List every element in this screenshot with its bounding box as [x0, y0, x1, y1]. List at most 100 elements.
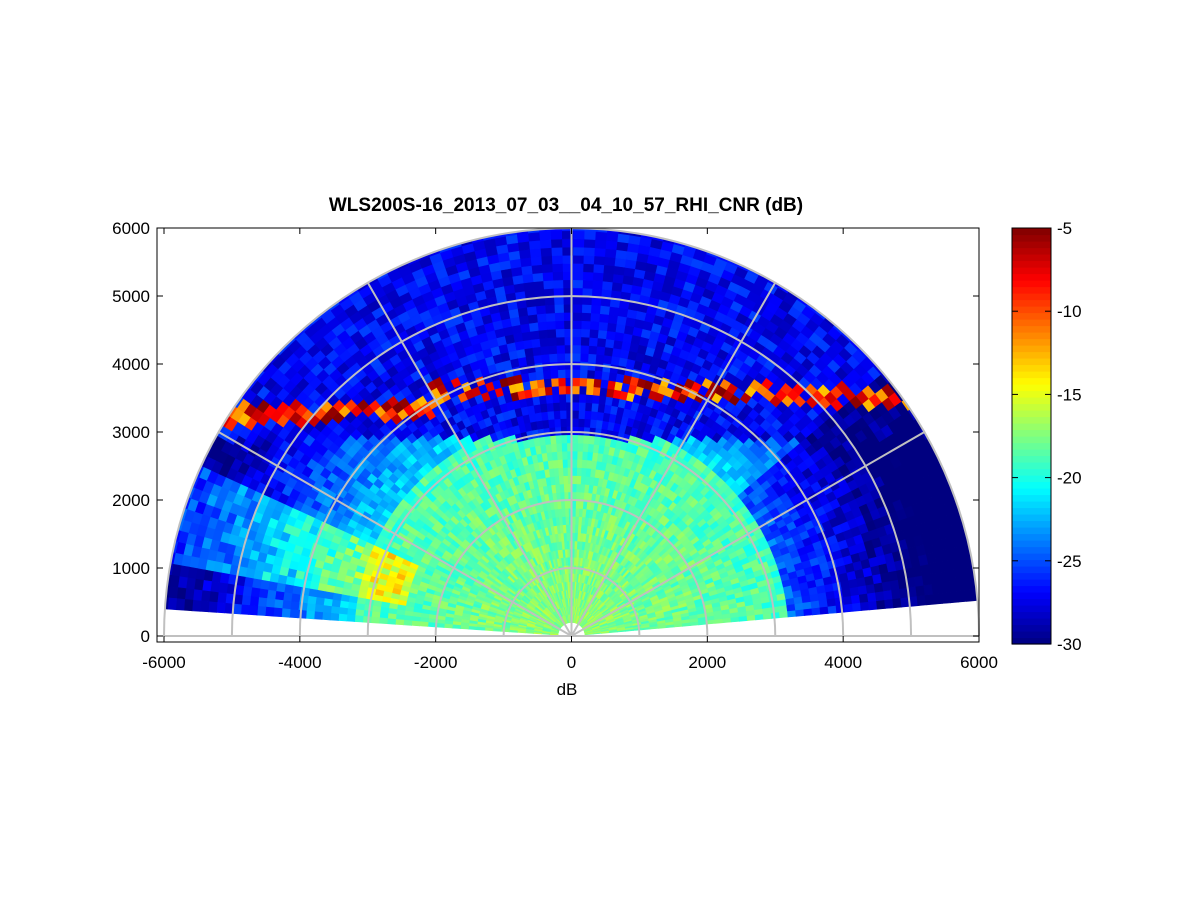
heatmap-cell — [580, 320, 591, 330]
heatmap-cell — [549, 369, 559, 379]
heatmap-cell — [529, 247, 542, 258]
heatmap-cell — [553, 410, 561, 420]
heatmap-cell — [803, 607, 813, 616]
heatmap-cell — [571, 483, 577, 493]
heatmap-cell — [595, 345, 606, 356]
heatmap-cell — [545, 402, 554, 412]
heatmap-cell — [600, 370, 610, 381]
heatmap-cell — [590, 402, 599, 413]
heatmap-cell — [572, 303, 583, 313]
heatmap-cell — [582, 434, 590, 444]
heatmap-cell — [544, 304, 555, 314]
heatmap-cell — [611, 347, 622, 358]
heatmap-cell — [948, 590, 959, 604]
heatmap-cell — [592, 271, 604, 282]
heatmap-cell — [583, 246, 595, 257]
heatmap-cell — [547, 345, 558, 355]
heatmap-cell — [571, 401, 580, 411]
heatmap-cell — [583, 230, 596, 240]
heatmap-cell — [577, 418, 585, 428]
heatmap-cell — [599, 378, 609, 389]
heatmap-cell — [957, 590, 967, 603]
heatmap-cell — [560, 434, 568, 444]
heatmap-cell — [591, 279, 603, 290]
heatmap-cell — [551, 254, 563, 265]
heatmap-cell — [552, 287, 564, 297]
heatmap-cell — [611, 281, 623, 292]
heatmap-cell — [542, 369, 552, 380]
heatmap-cell — [583, 418, 591, 428]
heatmap-cell — [537, 329, 548, 339]
heatmap-cell — [535, 304, 546, 315]
heatmap-cell — [518, 248, 531, 260]
heatmap-cell — [581, 451, 588, 461]
heatmap-cell — [537, 321, 548, 331]
heatmap-cell — [577, 410, 586, 420]
heatmap-cell — [540, 255, 553, 265]
heatmap-cell — [531, 346, 542, 357]
heatmap-cell — [519, 257, 532, 268]
heatmap-cell — [562, 475, 569, 485]
heatmap-cell — [549, 361, 558, 371]
heatmap-cell — [571, 409, 579, 419]
heatmap-cell — [578, 401, 586, 411]
heatmap-cell — [589, 312, 601, 323]
heatmap-cell — [582, 442, 589, 453]
heatmap-cell — [531, 272, 544, 283]
heatmap-cell — [587, 443, 595, 453]
heatmap-cell — [604, 338, 615, 349]
heatmap-cell — [607, 314, 618, 325]
heatmap-cell — [586, 361, 596, 371]
heatmap-cell — [530, 338, 541, 349]
heatmap-cell — [588, 427, 596, 437]
heatmap-cell — [543, 378, 552, 388]
heatmap-cell — [571, 475, 577, 485]
heatmap-cell — [591, 394, 600, 404]
heatmap-cell — [592, 263, 605, 274]
heatmap-cell — [555, 328, 565, 338]
heatmap-cell — [571, 434, 579, 444]
heatmap-cell — [553, 303, 564, 314]
heatmap-cell — [610, 355, 620, 366]
heatmap-cell — [577, 426, 585, 436]
heatmap-cell — [544, 386, 553, 396]
heatmap-cell — [572, 279, 584, 289]
heatmap-cell — [586, 369, 596, 379]
heatmap-cell — [571, 450, 578, 460]
heatmap-cell — [572, 238, 585, 248]
heatmap-cell — [811, 606, 821, 616]
heatmap-cell — [924, 593, 935, 606]
heatmap-cell — [598, 313, 610, 323]
heatmap-cell — [542, 279, 554, 290]
heatmap-cell — [541, 361, 551, 372]
heatmap-cell — [550, 246, 563, 257]
heatmap-cell — [891, 588, 902, 600]
heatmap-cell — [876, 599, 886, 610]
heatmap-cell — [581, 287, 593, 297]
heatmap-cell — [608, 306, 620, 316]
heatmap-cell — [603, 256, 616, 267]
heatmap-cell — [555, 344, 565, 354]
heatmap-cell — [597, 321, 609, 332]
heatmap-cell — [579, 491, 585, 501]
heatmap-cell — [572, 287, 583, 297]
heatmap-cell — [842, 595, 853, 605]
heatmap-cell — [520, 265, 533, 276]
heatmap-cell — [597, 329, 608, 340]
heatmap-cell — [605, 240, 618, 250]
heatmap-cell — [529, 330, 540, 340]
heatmap-cell — [579, 361, 589, 371]
heatmap-cell — [541, 271, 554, 282]
heatmap-cell — [585, 393, 593, 404]
heatmap-cell — [551, 263, 563, 273]
heatmap-cell — [596, 411, 605, 421]
heatmap-cell — [556, 352, 566, 363]
heatmap-cell — [858, 592, 869, 603]
heatmap-cell — [593, 247, 606, 257]
heatmap-cell — [528, 239, 541, 250]
heatmap-cell — [581, 312, 592, 322]
heatmap-cell — [559, 418, 567, 428]
heatmap-cell — [603, 346, 614, 357]
heatmap-cell — [572, 246, 585, 256]
heatmap-cell — [562, 467, 568, 477]
